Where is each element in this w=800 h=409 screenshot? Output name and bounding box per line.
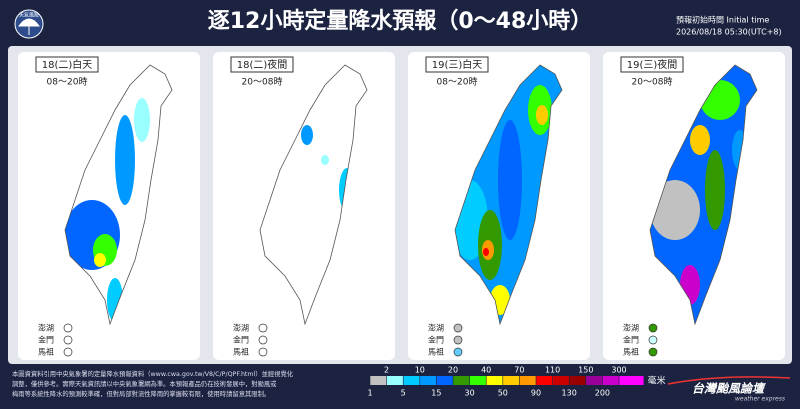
scale-segment (386, 376, 404, 385)
card-label-box (230, 56, 294, 73)
card-label-box (425, 56, 489, 73)
island-marker (648, 347, 658, 357)
init-time: 2026/08/18 05:30(UTC+8) (676, 28, 782, 37)
logo-icon (18, 18, 40, 35)
scale-segment (519, 376, 536, 385)
island-marker (63, 323, 73, 333)
island-marker (63, 347, 73, 357)
scale-segment (536, 376, 553, 385)
island-marker (63, 335, 73, 345)
island-marker (648, 323, 658, 333)
scale-segment (469, 376, 487, 385)
map (64, 64, 173, 325)
scale-segment (569, 376, 586, 385)
brand-swoosh (667, 376, 791, 385)
scale-label: 10 (415, 366, 425, 375)
scale-segment (436, 376, 453, 385)
scale-label: 150 (578, 366, 593, 375)
scale-segment (370, 376, 387, 385)
island-name: 澎湖 (38, 323, 54, 333)
scale-label: 300 (611, 366, 626, 375)
card-label: 18(二)白天 (42, 58, 93, 71)
island-marker (453, 335, 463, 345)
card-hours: 20～08時 (242, 77, 283, 88)
scale-label: 1 (367, 389, 372, 398)
scale-segment (602, 376, 619, 385)
footer-note: 本圖資資料引用中央氣象署的定量降水預報資料（www.cwa.gov.tw/V8/… (12, 369, 294, 378)
island-marker (453, 323, 463, 333)
island-name: 馬祖 (428, 347, 444, 357)
panel-area (8, 46, 792, 364)
card-hours: 20～08時 (632, 77, 673, 88)
scale-unit: 毫米 (648, 375, 666, 387)
card-hours: 08～20時 (437, 77, 478, 88)
scale-label: 30 (465, 389, 475, 398)
island-name: 金門 (233, 335, 249, 345)
card-label-box (620, 56, 684, 73)
island-name: 金門 (428, 335, 444, 345)
island-marker (258, 323, 268, 333)
scale-label: 20 (448, 366, 458, 375)
island-name: 金門 (623, 335, 639, 345)
island-name: 馬祖 (38, 347, 54, 357)
scale-label: 40 (481, 366, 491, 375)
scale-segment (585, 376, 603, 385)
island-name: 澎湖 (428, 323, 444, 333)
scale-segment (502, 376, 520, 385)
island-marker (648, 335, 658, 345)
scale-segment (552, 376, 570, 385)
card-label: 19(三)白天 (432, 58, 483, 71)
island-name: 金門 (38, 335, 54, 345)
scale-label: 130 (562, 389, 577, 398)
card-label-box (35, 56, 99, 73)
brand-sub: weather express (735, 396, 785, 403)
scale-segment (486, 376, 503, 385)
scale-segment (419, 376, 437, 385)
island-marker (453, 347, 463, 357)
island-marker (258, 347, 268, 357)
island-name: 馬祖 (623, 347, 639, 357)
logo-text: 天氣風險 (19, 12, 39, 19)
init-label: 預報初始時間 Initial time (676, 15, 769, 25)
card-label: 18(二)夜間 (237, 58, 288, 71)
scale-label: 200 (595, 389, 610, 398)
scale-label: 15 (431, 389, 441, 398)
scale-label: 90 (531, 389, 541, 398)
island-name: 澎湖 (233, 323, 249, 333)
scale-label: 110 (545, 366, 560, 375)
scale-label: 70 (514, 366, 524, 375)
island-marker (258, 335, 268, 345)
island-name: 馬祖 (233, 347, 249, 357)
footer-note: 調整，僅供參考。實際天氣資訊請以中央氣象署網為準。本預報產品仍在技術發展中，對颱… (12, 379, 277, 388)
title: 逐12小時定量降水預報（0～48小時） (208, 8, 593, 34)
scale-segment (403, 376, 420, 385)
scale-label: 5 (401, 389, 406, 398)
scale-label: 2 (384, 366, 389, 375)
island-name: 澎湖 (623, 323, 639, 333)
brand: 台灣颱風論壇 (692, 382, 766, 396)
scale-segment (619, 376, 644, 385)
scale-label: 50 (498, 389, 508, 398)
card-label: 19(三)夜間 (627, 58, 678, 71)
footer-note: 梅雨等系統性降水的預測較準確，但對局部對流性降雨的掌握較有限，使用時請留意其限制… (12, 389, 270, 398)
scale-segment (453, 376, 470, 385)
card-hours: 08～20時 (47, 77, 88, 88)
